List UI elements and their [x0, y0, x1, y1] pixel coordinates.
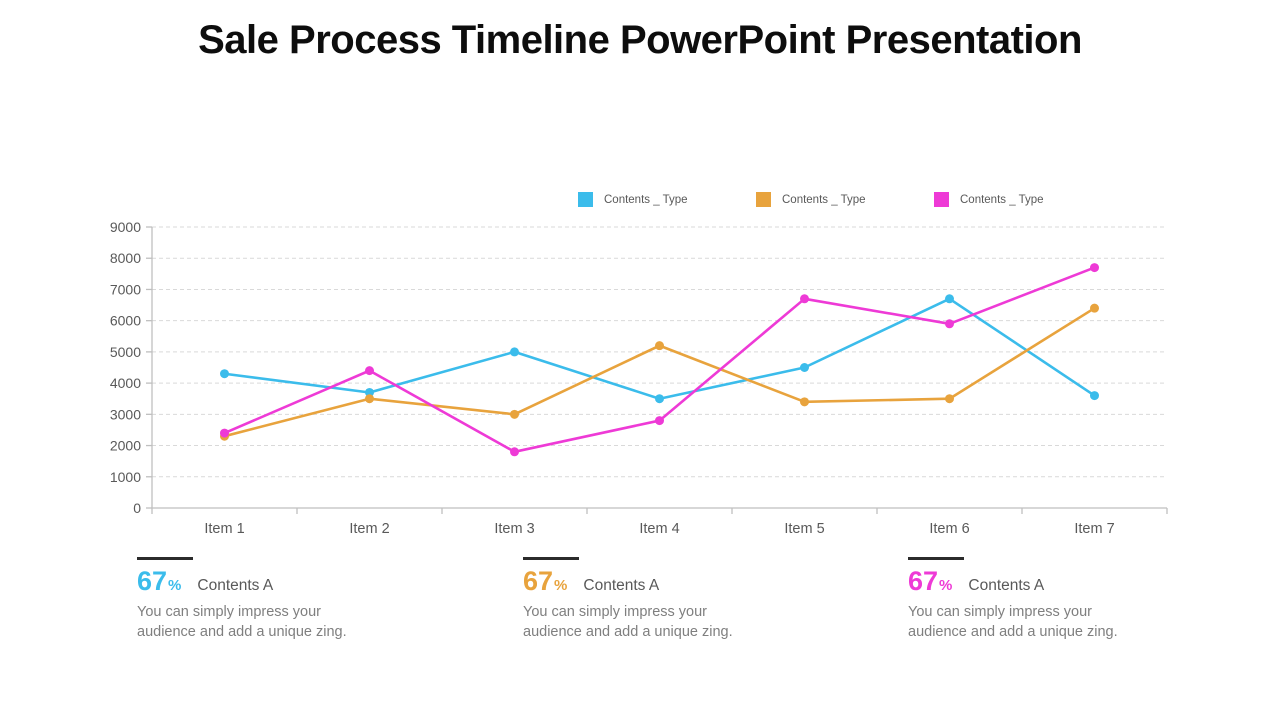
footer-body-text: You can simply impress your audience and… [137, 604, 347, 640]
line-chart-canvas: 0 1000 2000 3000 4000 5000 6000 7000 8000 9000 Ite… [110, 219, 1168, 537]
percent-sign: % [168, 577, 182, 594]
legend-item-1[interactable]: Contents _ Type [578, 192, 688, 207]
svg-text:4000: 4000 [110, 375, 141, 391]
svg-text:Item 5: Item 5 [784, 521, 824, 537]
accent-rule [908, 557, 964, 560]
svg-text:9000: 9000 [110, 219, 141, 235]
accent-rule [137, 557, 193, 560]
footer-body-text: You can simply impress your audience and… [523, 604, 733, 640]
legend-label: Contents _ Type [782, 193, 866, 206]
svg-text:Item 1: Item 1 [204, 521, 244, 537]
svg-text:Item 4: Item 4 [639, 521, 679, 537]
svg-text:Item 7: Item 7 [1074, 521, 1114, 537]
svg-text:Item 2: Item 2 [349, 521, 389, 537]
percent-sign: % [939, 577, 953, 594]
footer-body-text: You can simply impress your audience and… [908, 604, 1118, 640]
svg-text:Item 3: Item 3 [494, 521, 534, 537]
slide-title: Sale Process Timeline PowerPoint Present… [198, 18, 1082, 62]
svg-text:7000: 7000 [110, 281, 141, 297]
footer-heading: Contents A [583, 577, 660, 594]
legend-label: Contents _ Type [604, 193, 688, 206]
svg-text:8000: 8000 [110, 250, 141, 266]
svg-text:3000: 3000 [110, 406, 141, 422]
footer-block-2: 67 % Contents A You can simply impress y… [523, 557, 783, 642]
legend-swatch-orange-icon [756, 192, 771, 207]
legend-label: Contents _ Type [960, 193, 1044, 206]
legend-item-3[interactable]: Contents _ Type [934, 192, 1044, 207]
legend-swatch-cyan-icon [578, 192, 593, 207]
percent-sign: % [554, 577, 568, 594]
svg-text:2000: 2000 [110, 438, 141, 454]
legend-swatch-magenta-icon [934, 192, 949, 207]
percent-value: 67 [137, 566, 168, 596]
footer-heading: Contents A [968, 577, 1045, 594]
svg-text:1000: 1000 [110, 469, 141, 485]
line-chart: 0 1000 2000 3000 4000 5000 6000 7000 8000 9000 Ite… [90, 215, 1180, 550]
footer-heading: Contents A [197, 577, 274, 594]
footer-block-1: 67 % Contents A You can simply impress y… [137, 557, 397, 642]
svg-text:5000: 5000 [110, 344, 141, 360]
svg-text:0: 0 [133, 500, 141, 516]
footer-block-3: 67 % Contents A You can simply impress y… [908, 557, 1168, 642]
svg-text:Item 6: Item 6 [929, 521, 969, 537]
percent-value: 67 [523, 566, 554, 596]
legend-item-2[interactable]: Contents _ Type [756, 192, 866, 207]
percent-value: 67 [908, 566, 939, 596]
accent-rule [523, 557, 579, 560]
svg-text:6000: 6000 [110, 313, 141, 329]
